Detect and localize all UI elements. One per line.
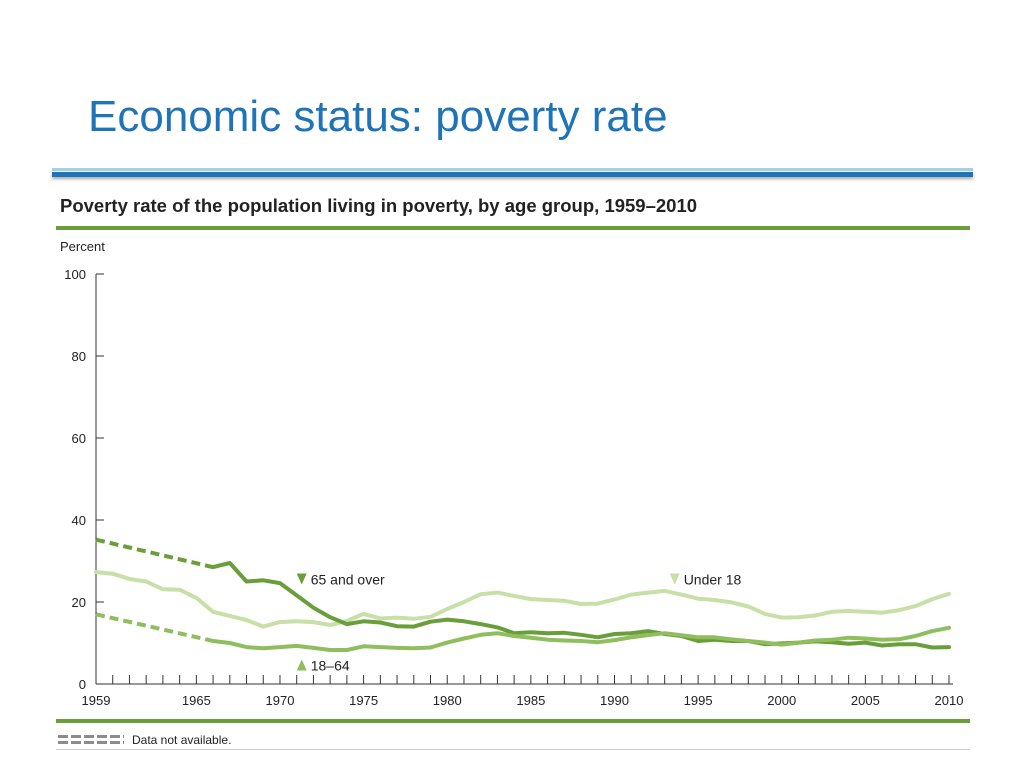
y-axis-label: Percent: [60, 239, 105, 254]
series-label: Under 18: [684, 571, 742, 587]
x-tick-label: 1995: [684, 693, 713, 708]
annotation-marker: [669, 573, 680, 585]
title-underline: [52, 172, 973, 177]
x-tick-label: 1985: [516, 693, 545, 708]
x-tick-label: 1965: [182, 693, 211, 708]
y-tick-label: 40: [72, 513, 86, 528]
y-tick-label: 0: [79, 677, 86, 692]
title-underline-light: [52, 168, 973, 171]
x-tick-label: 2000: [767, 693, 796, 708]
footer-rule: [56, 749, 970, 750]
series-line-0: [94, 570, 951, 629]
x-tick-label: 2005: [851, 693, 880, 708]
annotation-marker: [296, 659, 307, 671]
annotation-marker: [296, 573, 307, 585]
y-tick-label: 100: [64, 267, 86, 282]
missing-data-note: Data not available.: [58, 733, 231, 747]
chart-top-rule: [56, 226, 970, 230]
slide-title: Economic status: poverty rate: [88, 92, 668, 141]
chart-bottom-rule: [56, 719, 970, 723]
y-tick-label: 20: [72, 595, 86, 610]
missing-data-segment: [95, 612, 214, 643]
y-tick-label: 80: [72, 349, 86, 364]
series-line-2: [211, 625, 951, 652]
missing-data-swatch: [58, 735, 124, 745]
x-tick-label: 1980: [433, 693, 462, 708]
series-label: 18–64: [311, 658, 350, 674]
missing-data-note-text: Data not available.: [132, 733, 232, 747]
series-label: 65 and over: [311, 571, 385, 587]
x-tick-label: 1990: [600, 693, 629, 708]
missing-data-segment: [95, 537, 214, 570]
x-tick-label: 1970: [266, 693, 295, 708]
x-tick-label: 1975: [349, 693, 378, 708]
x-tick-label: 2010: [935, 693, 964, 708]
chart-title: Poverty rate of the population living in…: [60, 195, 698, 216]
y-tick-label: 60: [72, 431, 86, 446]
x-tick-label: 1959: [82, 693, 111, 708]
